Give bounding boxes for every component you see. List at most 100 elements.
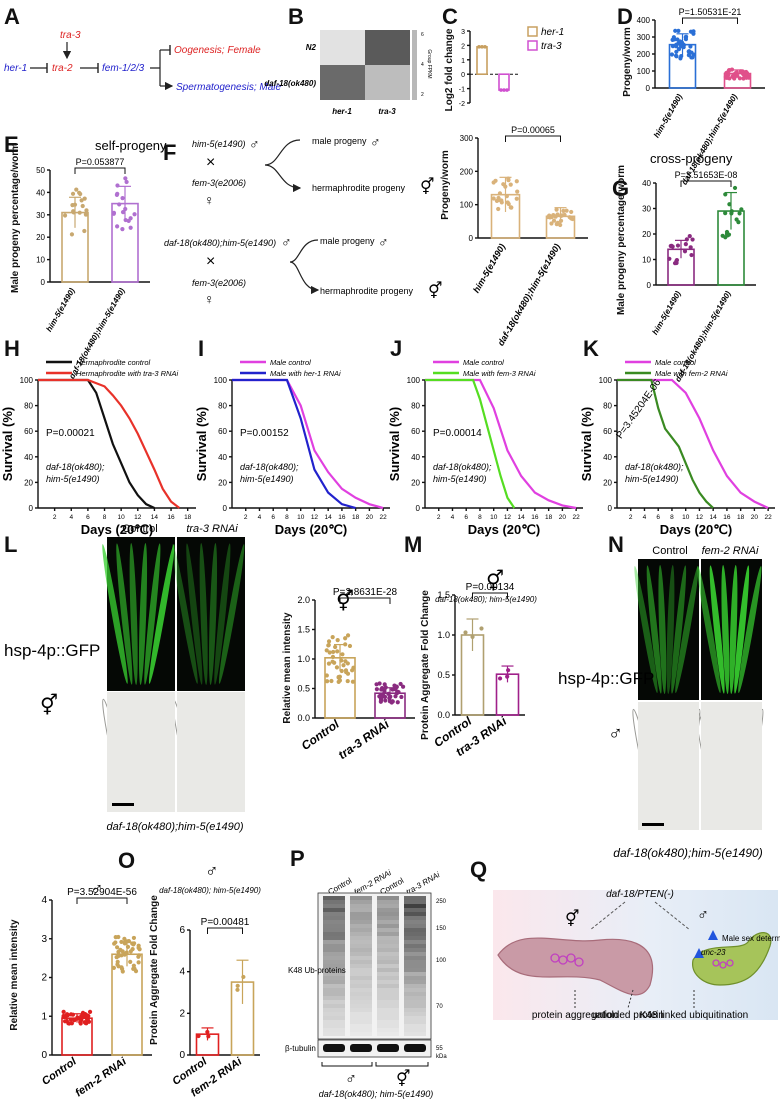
data-point <box>515 189 520 194</box>
strain-label: daf-18(ok480); <box>433 462 492 472</box>
y-axis-label: Survival (%) <box>579 407 594 481</box>
data-point <box>374 687 379 692</box>
female-symbol: ♀ <box>204 192 215 208</box>
blot-smear <box>350 936 372 940</box>
x-tick-label: 14 <box>710 514 718 521</box>
data-point <box>725 75 730 80</box>
data-point <box>688 245 693 250</box>
blot-smear <box>404 996 426 1000</box>
data-point <box>111 965 117 970</box>
data-point <box>388 694 393 699</box>
y-tick-label: 20 <box>411 478 420 487</box>
n-control-label: Control <box>652 545 687 557</box>
panel-b: B N2 daf-18(ok480) her-1 tra-3 6 4 2 Gro… <box>264 4 432 116</box>
legend-label: Male with fem-2 RNAi <box>655 369 728 378</box>
survival-curve-1 <box>38 378 181 509</box>
data-point <box>688 44 693 49</box>
y-tick-label: 60 <box>411 427 420 436</box>
significance-bracket <box>74 167 126 174</box>
blot-smear <box>323 1024 345 1028</box>
data-point <box>479 626 484 631</box>
panel-a: A tra-3 her-1 tra-2 fem-1/2/3 Oogenesis;… <box>4 4 281 93</box>
x-tick-label: 2 <box>244 514 248 521</box>
data-point <box>491 180 496 185</box>
y-tick-label: 0 <box>608 504 613 513</box>
strain-label: him-5(e1490) <box>240 474 294 484</box>
panel-i: I 0 20 40 60 80 100 2 4 6 8 10 12 14 16 18 20 22 Male cont… <box>194 336 390 537</box>
data-point <box>395 700 400 705</box>
panel-l: L Control tra-3 RNAi hsp-4p::GFP ⚥ daf-1… <box>4 523 415 833</box>
q-daf-label: daf-18/PTEN(-) <box>606 889 674 900</box>
x-tick-label: 20 <box>751 514 759 521</box>
scale-bar <box>642 823 664 826</box>
blot-smear <box>323 976 345 980</box>
x-category-label: him-5(e1490) <box>652 92 684 139</box>
data-point <box>120 210 126 215</box>
blot-smear <box>323 980 345 984</box>
data-point <box>549 221 554 226</box>
strain-label: him-5(e1490) <box>433 474 487 484</box>
blot-smear <box>350 984 372 988</box>
x-tick-label: 2 <box>437 514 441 521</box>
x-axis-label: Days (20℃) <box>468 522 540 537</box>
data-point <box>400 684 406 689</box>
l-control-label: Control <box>122 523 157 535</box>
p-value: P=0.00152 <box>240 428 289 439</box>
y-tick-label: 40 <box>603 453 612 462</box>
data-point <box>727 202 732 207</box>
data-point <box>115 959 120 964</box>
bf-image-rnai <box>701 702 762 830</box>
legend-swatch-her1 <box>527 26 538 37</box>
y-tick-label: 3 <box>41 934 47 945</box>
y-tick-label: 200 <box>637 50 651 59</box>
blot-smear <box>350 940 372 944</box>
f-strain-3: daf-18(ok480);him-5(e1490) <box>164 238 276 248</box>
y-tick-label: 1 <box>461 58 465 65</box>
hermaphrodite-symbol: ⚥ <box>40 693 58 717</box>
panel-label-q: Q <box>470 857 487 882</box>
blot-smear <box>350 908 372 912</box>
blot-smear <box>350 1016 372 1020</box>
panel-f: F him-5(e1490) ♂ × fem-3(e2006) ♀ male p… <box>163 125 588 347</box>
blot-smear <box>377 996 399 1000</box>
blot-smear <box>404 976 426 980</box>
blot-smear <box>377 1000 399 1004</box>
x-tick-label: 18 <box>184 514 192 521</box>
x-tick-label: 8 <box>478 514 482 521</box>
c-ylabel: Log2 fold change <box>444 28 455 111</box>
data-point <box>332 660 337 665</box>
data-point <box>345 661 350 666</box>
gfp-worm <box>646 565 662 694</box>
y-tick-label: 0.0 <box>297 713 310 723</box>
data-point <box>65 1013 70 1018</box>
blot-smear <box>377 960 399 964</box>
data-point <box>128 959 133 964</box>
data-point <box>124 950 129 955</box>
blot-smear <box>350 932 372 936</box>
hermaphrodite-symbol: ⚥ <box>396 1069 410 1088</box>
y-tick-label: 1.5 <box>297 625 310 635</box>
y-tick-label: 30 <box>36 211 45 220</box>
data-point <box>84 212 89 217</box>
significance-bracket <box>76 897 128 904</box>
x-tick-label: 22 <box>765 514 773 521</box>
y-tick-label: 50 <box>36 166 45 175</box>
data-point <box>340 652 345 657</box>
y-tick-label: 3 <box>461 29 465 36</box>
data-point <box>673 53 679 58</box>
blot-smear <box>350 1032 372 1036</box>
y-axis-label: Survival (%) <box>387 407 402 481</box>
blot-smear <box>377 912 399 916</box>
data-point <box>339 668 344 674</box>
bar-her-1 <box>476 46 488 76</box>
x-tick-label: 10 <box>682 514 690 521</box>
data-point <box>347 643 353 649</box>
hermaphrodite-symbol: ⚥ <box>420 177 434 196</box>
panel-q: Q daf-18/PTEN(-) ⚥ ♂ Male sex determinat… <box>470 857 780 1021</box>
data-point <box>499 198 504 203</box>
data-point <box>561 208 566 213</box>
data-point <box>678 39 683 44</box>
data-point <box>674 257 680 263</box>
y-tick-label: 80 <box>218 402 227 411</box>
x-tick-label: 12 <box>696 514 704 521</box>
